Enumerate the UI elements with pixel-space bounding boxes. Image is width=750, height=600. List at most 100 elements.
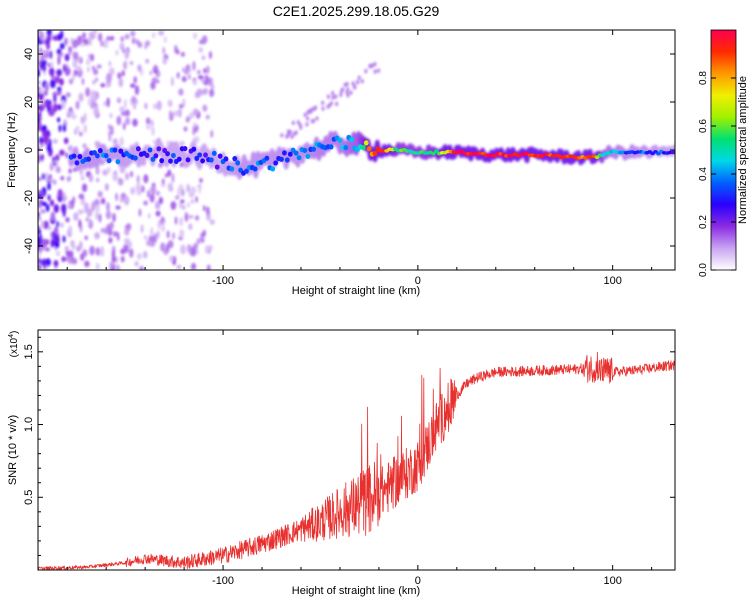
heatmap-noise-cell [43, 59, 47, 67]
heatmap-noise-cell [161, 178, 165, 185]
heatmap-noise-cell [38, 47, 41, 53]
heatmap-noise-cell [131, 95, 136, 104]
heatmap-noise-cell [45, 203, 50, 213]
heatmap-noise-cell [280, 133, 284, 138]
heatmap-ridge-cell [97, 148, 103, 154]
colorbar-tick-label: 0.4 [698, 167, 709, 181]
heatmap-noise-cell [67, 145, 74, 152]
heatmap-noise-cell [60, 175, 65, 181]
heatmap-noise-cell [154, 201, 161, 210]
heatmap-noise-cell [195, 196, 198, 203]
heatmap-noise-cell [57, 117, 61, 123]
heatmap-noise-cell [119, 42, 125, 51]
heatmap-noise-cell [118, 77, 124, 88]
heatmap-noise-cell [46, 143, 52, 153]
heatmap-noise-cell [78, 219, 82, 228]
heatmap-noise-cell [180, 51, 185, 57]
heatmap-noise-cell [38, 154, 41, 164]
y-tick-label: 20 [23, 96, 35, 108]
colorbar-tick-label: 0.6 [698, 119, 709, 133]
heatmap-noise-cell [87, 36, 92, 46]
heatmap-ridge-cell [197, 152, 203, 158]
heatmap-noise-cell [87, 97, 91, 107]
heatmap-noise-cell [136, 253, 143, 260]
heatmap-noise-cell [180, 244, 186, 255]
heatmap-ridge-cell [293, 150, 299, 156]
heatmap-noise-cell [192, 108, 199, 116]
heatmap-noise-cell [150, 227, 154, 237]
heatmap-noise-cell [296, 120, 300, 125]
heatmap-noise-cell [176, 264, 182, 270]
heatmap-noise-cell [75, 65, 82, 72]
heatmap-noise-cell [55, 154, 60, 162]
heatmap-noise-cell [143, 235, 148, 240]
heatmap-noise-cell [291, 120, 295, 126]
heatmap-noise-cell [38, 250, 41, 258]
heatmap-ridge-cell [77, 153, 83, 160]
heatmap-noise-cell [122, 61, 128, 70]
heatmap-noise-cell [106, 223, 111, 234]
heatmap-noise-cell [147, 213, 151, 219]
heatmap-noise-cell [97, 32, 103, 42]
heatmap-noise-cell [97, 190, 103, 198]
heatmap-noise-cell [199, 178, 203, 183]
heatmap-noise-cell [360, 78, 364, 84]
heatmap-noise-cell [131, 37, 136, 45]
heatmap-noise-cell [171, 173, 175, 184]
heatmap-ridge-cell [191, 146, 197, 152]
heatmap-noise-cell [80, 199, 86, 206]
heatmap-noise-cell [115, 256, 119, 264]
heatmap-noise-cell [59, 222, 64, 228]
heatmap-noise-cell [54, 226, 59, 235]
heatmap-noise-cell [43, 134, 49, 145]
heatmap-noise-cell [334, 94, 338, 99]
heatmap-noise-cell [46, 42, 51, 50]
heatmap-noise-cell [133, 76, 138, 84]
heatmap-noise-cell [198, 185, 202, 194]
heatmap-noise-cell [201, 88, 208, 95]
heatmap-ridge-cell [118, 148, 124, 154]
heatmap-noise-cell [81, 183, 88, 192]
heatmap-noise-cell [192, 127, 196, 136]
heatmap-noise-cell [54, 75, 61, 84]
heatmap-noise-cell [115, 205, 121, 210]
heatmap-noise-cell [182, 67, 186, 73]
heatmap-noise-cell [194, 215, 200, 221]
heatmap-noise-cell [111, 266, 115, 270]
snr-frame [37, 329, 676, 571]
heatmap-noise-cell [73, 212, 79, 222]
heatmap-noise-cell [65, 217, 70, 223]
heatmap-noise-cell [196, 238, 200, 245]
heatmap-noise-cell [110, 35, 115, 41]
heatmap-noise-cell [68, 46, 73, 53]
heatmap-noise-cell [306, 116, 310, 121]
heatmap-noise-cell [84, 235, 88, 241]
heatmap-noise-cell [150, 185, 157, 195]
heatmap-noise-cell [188, 74, 191, 80]
heatmap-ridge-cell [270, 166, 276, 172]
heatmap-noise-cell [80, 42, 86, 47]
heatmap-noise-cell [52, 179, 57, 186]
heatmap-noise-cell [196, 88, 203, 97]
heatmap-noise-cell [356, 79, 360, 85]
heatmap-noise-cell [38, 236, 41, 246]
heatmap-noise-cell [95, 167, 100, 175]
heatmap-noise-cell [176, 49, 180, 55]
heatmap-ridge-cell [71, 153, 77, 159]
heatmap-noise-cell [345, 90, 349, 95]
colorbar: 0.0 0.2 0.4 0.6 0.8 Normalized spectral ampl… [698, 29, 749, 277]
heatmap-ridge-cell [147, 147, 153, 153]
heatmap-noise-cell [83, 112, 87, 122]
heatmap-ridge-cell [182, 145, 188, 152]
heatmap-ridge-cell [168, 158, 173, 164]
heatmap-ridge-cell [106, 157, 112, 164]
heatmap-noise-cell [158, 30, 165, 36]
heatmap-noise-cell [134, 261, 139, 267]
heatmap-noise-cell [178, 88, 184, 96]
heatmap-noise-cell [285, 134, 289, 139]
heatmap-noise-cell [92, 68, 99, 76]
heatmap-noise-cell [122, 122, 126, 131]
heatmap-ridge-cell [135, 146, 141, 152]
heatmap-ridge-cell [232, 156, 238, 162]
